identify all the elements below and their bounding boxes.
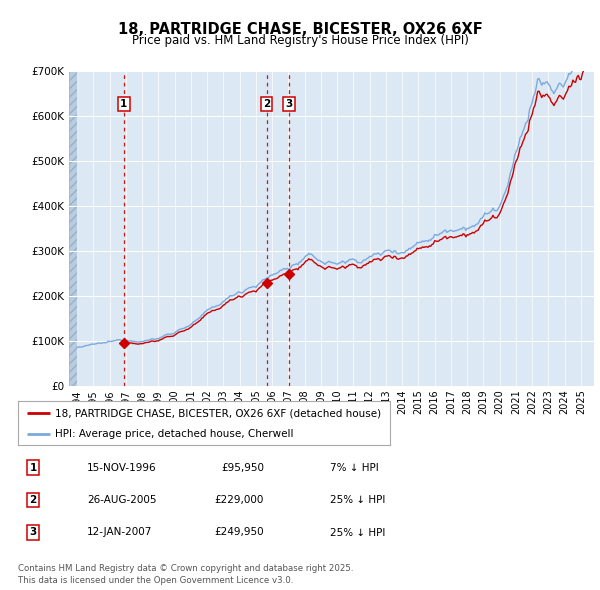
Text: 15-NOV-1996: 15-NOV-1996 xyxy=(87,463,157,473)
Text: 3: 3 xyxy=(285,99,293,109)
Text: £249,950: £249,950 xyxy=(214,527,264,537)
Text: £229,000: £229,000 xyxy=(215,495,264,505)
Text: 3: 3 xyxy=(29,527,37,537)
Text: Price paid vs. HM Land Registry's House Price Index (HPI): Price paid vs. HM Land Registry's House … xyxy=(131,34,469,47)
Text: 25% ↓ HPI: 25% ↓ HPI xyxy=(330,495,385,505)
Text: 1: 1 xyxy=(29,463,37,473)
Bar xyxy=(69,71,77,386)
Text: 7% ↓ HPI: 7% ↓ HPI xyxy=(330,463,379,473)
Text: 2: 2 xyxy=(29,495,37,505)
Text: 26-AUG-2005: 26-AUG-2005 xyxy=(87,495,157,505)
Text: 18, PARTRIDGE CHASE, BICESTER, OX26 6XF (detached house): 18, PARTRIDGE CHASE, BICESTER, OX26 6XF … xyxy=(55,408,382,418)
Text: Contains HM Land Registry data © Crown copyright and database right 2025.
This d: Contains HM Land Registry data © Crown c… xyxy=(18,565,353,585)
Text: £95,950: £95,950 xyxy=(221,463,264,473)
Text: 18, PARTRIDGE CHASE, BICESTER, OX26 6XF: 18, PARTRIDGE CHASE, BICESTER, OX26 6XF xyxy=(118,22,482,37)
Text: 2: 2 xyxy=(263,99,270,109)
Text: 12-JAN-2007: 12-JAN-2007 xyxy=(87,527,152,537)
Text: 1: 1 xyxy=(120,99,127,109)
Text: 25% ↓ HPI: 25% ↓ HPI xyxy=(330,527,385,537)
Text: HPI: Average price, detached house, Cherwell: HPI: Average price, detached house, Cher… xyxy=(55,428,294,438)
